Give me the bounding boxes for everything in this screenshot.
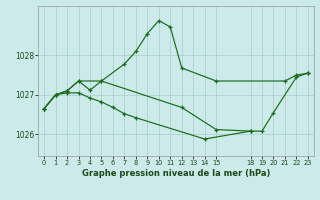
X-axis label: Graphe pression niveau de la mer (hPa): Graphe pression niveau de la mer (hPa): [82, 169, 270, 178]
